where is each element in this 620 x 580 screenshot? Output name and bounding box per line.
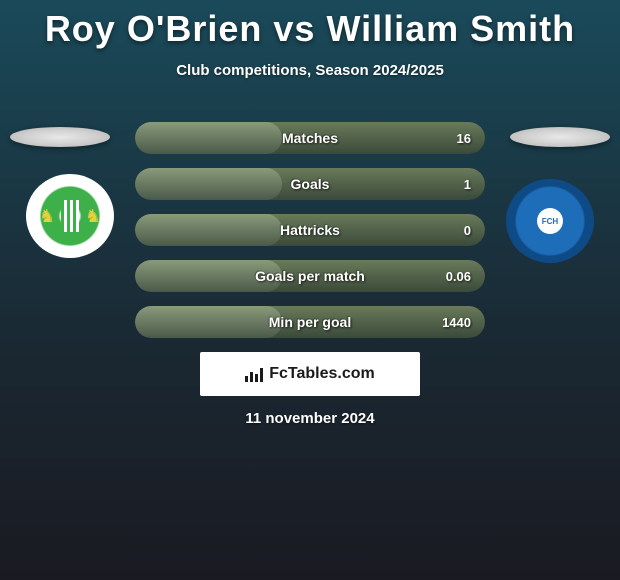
stat-value: 1440 bbox=[442, 315, 471, 330]
stat-label: Goals per match bbox=[135, 268, 485, 284]
stat-label: Goals bbox=[135, 176, 485, 192]
lion-left-icon: ♞ bbox=[39, 206, 55, 227]
chart-bar bbox=[250, 372, 253, 382]
stat-label: Matches bbox=[135, 130, 485, 146]
halifax-crest-ball: FCH bbox=[537, 208, 563, 234]
stat-label: Hattricks bbox=[135, 222, 485, 238]
stats-table: Matches 16 Goals 1 Hattricks 0 Goals per… bbox=[135, 122, 485, 352]
stat-row-goals: Goals 1 bbox=[135, 168, 485, 200]
chart-bar bbox=[255, 374, 258, 382]
player-right-platform bbox=[510, 127, 610, 147]
bar-chart-icon bbox=[245, 366, 265, 382]
player-left-platform bbox=[10, 127, 110, 147]
stat-row-gpm: Goals per match 0.06 bbox=[135, 260, 485, 292]
page-title: Roy O'Brien vs William Smith bbox=[0, 0, 620, 50]
stat-value: 0.06 bbox=[446, 269, 471, 284]
team-right-crest: FCH bbox=[506, 179, 594, 263]
subtitle: Club competitions, Season 2024/2025 bbox=[0, 62, 620, 79]
branding-text: FcTables.com bbox=[269, 365, 375, 383]
stat-value: 1 bbox=[464, 177, 471, 192]
footer-date: 11 november 2024 bbox=[0, 410, 620, 427]
lion-right-icon: ♞ bbox=[85, 206, 101, 227]
team-left-crest: ♞ ♞ bbox=[26, 174, 114, 258]
chart-bar bbox=[245, 376, 248, 382]
chart-bar bbox=[260, 368, 263, 382]
stat-value: 16 bbox=[457, 131, 471, 146]
stat-value: 0 bbox=[464, 223, 471, 238]
stat-row-mpg: Min per goal 1440 bbox=[135, 306, 485, 338]
yeovil-crest-inner: ♞ ♞ bbox=[32, 180, 108, 252]
crest-stripes bbox=[61, 200, 79, 232]
stat-label: Min per goal bbox=[135, 314, 485, 330]
branding-badge: FcTables.com bbox=[200, 352, 420, 396]
stat-row-matches: Matches 16 bbox=[135, 122, 485, 154]
stat-row-hattricks: Hattricks 0 bbox=[135, 214, 485, 246]
